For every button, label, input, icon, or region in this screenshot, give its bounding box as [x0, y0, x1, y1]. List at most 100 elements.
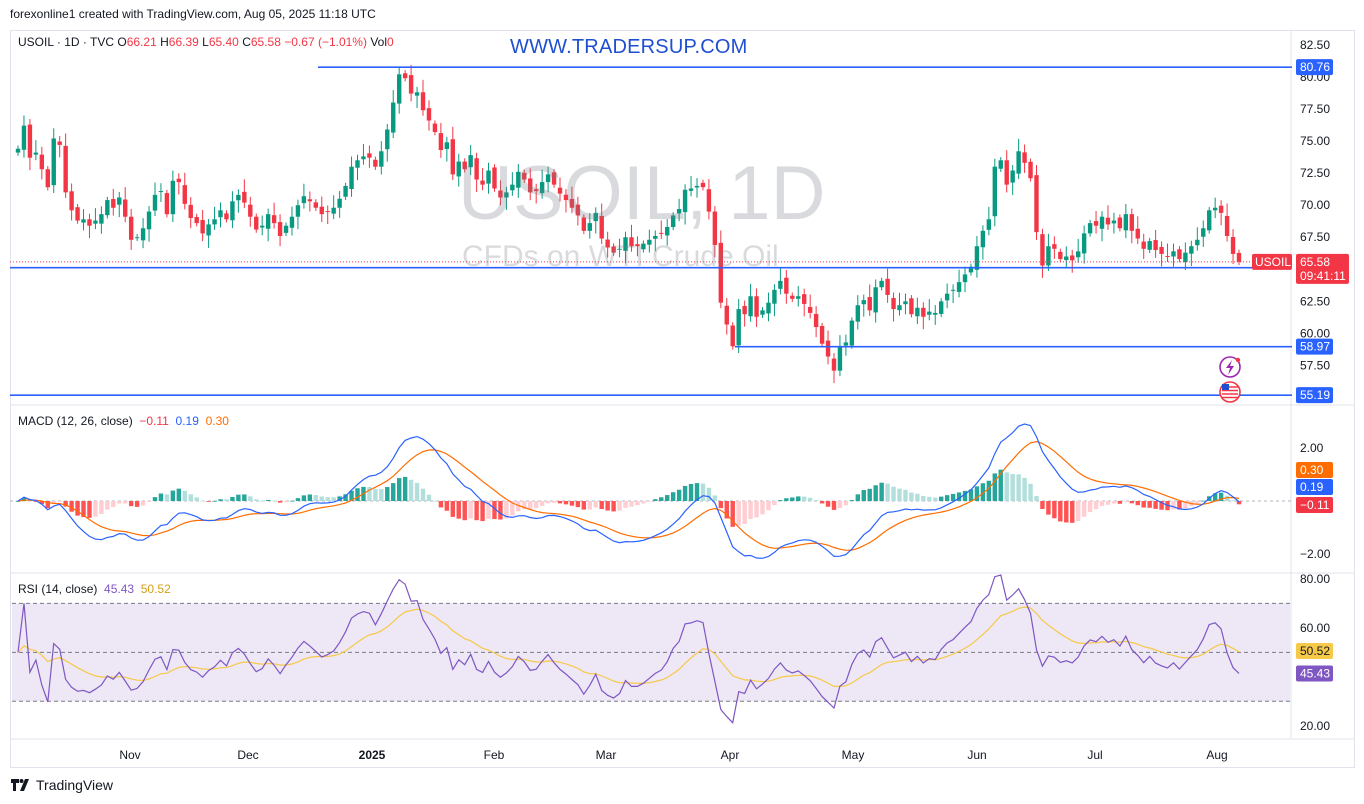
candle-body	[665, 226, 670, 236]
macd-histogram-bar	[1004, 472, 1009, 501]
candle-body	[760, 310, 765, 315]
rsi-axis-tick: 20.00	[1300, 719, 1330, 733]
candle-body	[897, 305, 902, 311]
candle-body	[224, 213, 229, 220]
macd-histogram-bar	[444, 501, 450, 511]
macd-histogram-bar	[355, 488, 360, 501]
macd-histogram-bar	[623, 501, 628, 508]
macd-histogram-bar	[545, 501, 551, 504]
candle-body	[158, 191, 164, 193]
candle-body	[581, 217, 587, 231]
candle-body	[313, 202, 319, 208]
macd-histogram-bar	[772, 501, 777, 506]
candle-body	[504, 192, 509, 198]
macd-histogram-bar	[194, 497, 199, 501]
candle-body	[63, 145, 68, 193]
level-price-label-bg	[1296, 59, 1333, 76]
macd-histogram-bar	[69, 501, 74, 512]
macd-histogram-bar	[51, 501, 56, 504]
macd-histogram-bar	[730, 501, 735, 527]
candle-body	[200, 220, 205, 234]
macd-histogram-bar	[379, 489, 384, 501]
candle-body	[790, 295, 795, 299]
price-axis-tick: 67.50	[1300, 230, 1330, 244]
macd-histogram-bar	[313, 495, 319, 501]
candle-body	[956, 282, 962, 292]
legend-low-value: 65.40	[208, 35, 239, 49]
candle-body	[117, 197, 122, 205]
macd-histogram-bar	[498, 501, 503, 520]
macd-line	[17, 423, 1240, 559]
macd-histogram-bar	[581, 501, 587, 510]
rsi-legend[interactable]: RSI (14, close) 45.43 50.52	[18, 582, 171, 596]
candle-body	[248, 204, 253, 217]
macd-histogram-bar	[950, 493, 956, 501]
candle-body	[599, 215, 604, 239]
macd-legend[interactable]: MACD (12, 26, close) −0.11 0.19 0.30	[18, 414, 229, 428]
footer-brand[interactable]: TradingView	[10, 777, 113, 793]
macd-histogram-bar	[438, 501, 444, 508]
candle-body	[807, 307, 813, 313]
macd-histogram-bar	[1141, 501, 1146, 508]
rsi-value-label-bg	[1296, 643, 1333, 660]
macd-histogram-bar	[182, 490, 187, 501]
macd-histogram-bar	[575, 501, 581, 508]
macd-histogram-bar	[289, 500, 295, 502]
candle-body	[921, 307, 926, 317]
macd-histogram-bar	[1195, 501, 1200, 504]
candle-body	[617, 248, 622, 250]
candle-body	[1046, 246, 1051, 266]
macd-histogram-bar	[778, 500, 783, 501]
candle-body	[641, 243, 646, 250]
macd-histogram-bar	[748, 501, 753, 520]
macd-histogram-bar	[599, 501, 604, 510]
candle-body	[307, 199, 313, 202]
macd-histogram-bar	[93, 501, 98, 517]
macd-histogram-bar	[724, 501, 729, 519]
candle-body	[474, 158, 479, 180]
candle-body	[986, 219, 992, 230]
candle-body	[909, 298, 914, 315]
macd-histogram-bar	[158, 493, 164, 501]
macd-histogram-bar	[319, 496, 324, 501]
candle-body	[778, 280, 783, 289]
candle-body	[39, 154, 45, 170]
macd-histogram-bar	[819, 501, 825, 504]
price-legend[interactable]: USOIL · 1D · TVC O66.21 H66.39 L65.40 C6…	[18, 35, 394, 49]
macd-histogram-bar	[635, 501, 640, 506]
macd-histogram-bar	[1224, 495, 1230, 501]
bar-countdown: 09:41:11	[1300, 269, 1346, 283]
macd-histogram-bar	[39, 501, 45, 505]
macd-histogram-bar	[1034, 496, 1039, 501]
macd-histogram-bar	[307, 494, 313, 501]
candle-body	[867, 297, 872, 311]
macd-histogram-bar	[504, 501, 509, 519]
candle-body	[1058, 251, 1063, 260]
macd-histogram-bar	[1147, 501, 1152, 508]
candle-body	[480, 180, 485, 185]
candle-body	[254, 216, 259, 230]
macd-histogram-bar	[212, 500, 217, 502]
macd-histogram-bar	[164, 494, 170, 501]
macd-histogram-bar	[254, 499, 259, 501]
candle-body	[861, 300, 866, 305]
rsi-value-label: 45.43	[1300, 667, 1330, 681]
time-axis-tick: Apr	[721, 748, 740, 762]
legend-close-label: C	[242, 35, 251, 49]
macd-histogram-bar	[909, 492, 914, 501]
candle-body	[670, 215, 676, 227]
macd-histogram-bar	[295, 498, 301, 501]
candle-body	[432, 123, 438, 133]
time-axis-tick: 2025	[359, 748, 386, 762]
description-watermark: CFDs on WTI Crude Oil	[462, 240, 779, 273]
candle-body	[385, 129, 390, 150]
macd-histogram-bar	[134, 501, 140, 507]
macd-histogram-bar	[331, 497, 336, 501]
macd-histogram-bar	[1177, 501, 1182, 510]
candle-body	[105, 200, 110, 216]
candle-body	[81, 219, 86, 223]
macd-histogram-bar	[1040, 501, 1045, 509]
candle-body	[128, 216, 134, 240]
candle-body	[712, 211, 718, 245]
